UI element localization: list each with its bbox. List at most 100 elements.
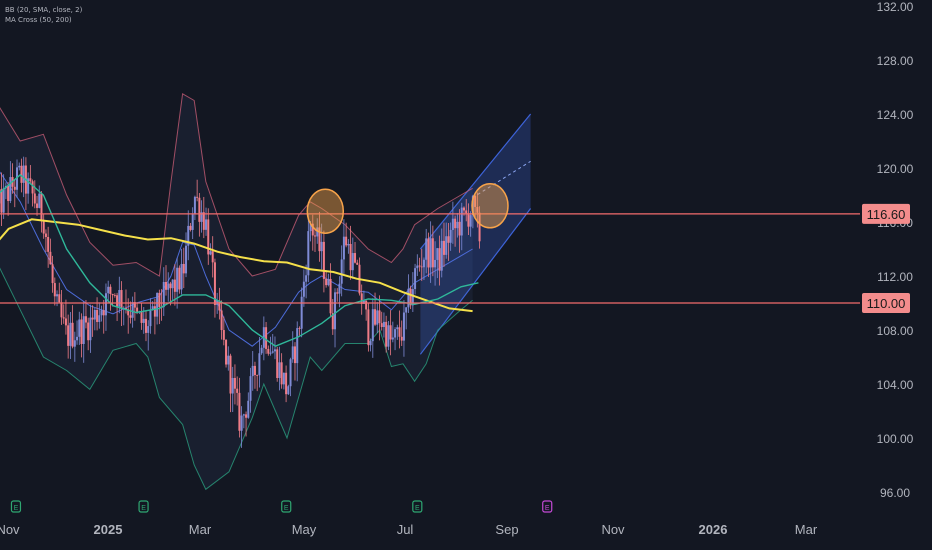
candle <box>227 346 230 371</box>
candle-body <box>409 288 412 306</box>
candle <box>442 222 445 267</box>
candle-body <box>120 290 123 309</box>
candle <box>36 195 39 216</box>
candle <box>229 353 232 413</box>
candle-body <box>469 215 472 227</box>
candle <box>162 267 165 316</box>
candle-body <box>396 327 399 330</box>
candle-body <box>116 295 119 307</box>
candle-body <box>207 219 210 255</box>
time-axis[interactable]: Nov 2025 Mar May Jul Sep Nov 2026 Mar <box>0 522 818 537</box>
candle-body <box>420 266 423 268</box>
highlight-circle[interactable] <box>471 183 509 229</box>
x-tick-label: Mar <box>189 522 212 537</box>
candle-body <box>231 377 234 394</box>
event-marker-label: E <box>284 505 289 512</box>
indicator-legend[interactable]: BB (20, SMA, close, 2) MA Cross (50, 200… <box>5 5 82 25</box>
candle <box>178 265 181 294</box>
candle <box>102 299 105 334</box>
candles <box>0 156 481 448</box>
bb-legend-label[interactable]: BB (20, SMA, close, 2) <box>5 6 83 14</box>
candle-body <box>147 326 150 333</box>
candle <box>100 305 103 322</box>
candle <box>405 306 408 330</box>
candle <box>369 338 372 352</box>
candle-body <box>96 310 99 322</box>
candle <box>144 310 147 342</box>
candle <box>458 209 461 253</box>
candle-body <box>302 281 305 297</box>
candle <box>193 195 196 220</box>
earnings-event-marker[interactable]: E <box>10 500 22 513</box>
candle-body <box>362 300 365 304</box>
candle <box>318 211 321 262</box>
candle-body <box>33 193 36 204</box>
candle <box>429 221 432 283</box>
bb-fill <box>0 93 473 490</box>
candle-body <box>169 283 172 289</box>
candle-body <box>84 316 87 323</box>
candle <box>296 321 299 382</box>
candle-body <box>273 349 276 352</box>
earnings-event-marker[interactable]: E <box>281 500 292 513</box>
earnings-event-marker[interactable]: E <box>138 500 149 513</box>
candle <box>238 377 241 438</box>
candle-body <box>414 268 417 290</box>
candle <box>78 311 81 345</box>
candle <box>400 320 403 346</box>
candle <box>269 336 272 356</box>
price-label-text: 110.00 <box>867 296 906 311</box>
channel-upper-line <box>419 113 532 250</box>
x-tick-label: Nov <box>601 522 625 537</box>
candle-body <box>378 310 381 324</box>
candle-body <box>325 278 328 286</box>
candle <box>331 299 334 335</box>
candle-body <box>293 346 296 364</box>
candle <box>225 338 228 368</box>
candle-body <box>338 283 341 294</box>
highlight-circle[interactable] <box>306 188 345 234</box>
candle <box>9 161 12 204</box>
candle-body <box>242 414 245 416</box>
horizontal-levels[interactable] <box>0 213 860 304</box>
event-marker-label: E <box>141 505 146 512</box>
candle-body <box>318 227 321 252</box>
candle-body <box>249 376 252 401</box>
candle-body <box>193 196 196 214</box>
candle <box>245 411 248 437</box>
candle-body <box>360 293 363 304</box>
y-tick-label: 132.00 <box>877 0 914 14</box>
candle <box>207 208 210 265</box>
earnings-event-marker[interactable]: E <box>412 500 423 513</box>
candle-body <box>60 302 63 318</box>
earnings-event-marker[interactable]: E <box>542 500 553 513</box>
price-label-tag[interactable] <box>862 293 910 313</box>
candle-body <box>287 386 290 395</box>
candle-body <box>365 300 368 310</box>
candle <box>431 225 434 277</box>
price-axis[interactable]: 132.00128.00124.00120.00116.00112.00108.… <box>862 0 914 500</box>
highlight-circles[interactable] <box>306 183 509 234</box>
candle <box>251 351 254 391</box>
x-tick-label: Jul <box>397 522 414 537</box>
candle <box>347 239 350 254</box>
candle-body <box>251 365 254 377</box>
price-label-tag[interactable] <box>862 203 910 224</box>
candle-body <box>189 225 192 230</box>
candle <box>336 288 339 302</box>
candle <box>69 311 72 359</box>
candle-body <box>136 307 139 312</box>
candle-body <box>211 251 214 263</box>
candle <box>29 165 32 184</box>
candle-body <box>460 207 463 236</box>
y-tick-label: 120.00 <box>877 162 914 176</box>
candle <box>153 298 156 335</box>
candle <box>456 213 459 238</box>
ma-cross-legend-label[interactable]: MA Cross (50, 200) <box>5 16 72 24</box>
candle-body <box>442 240 445 255</box>
candle <box>84 299 87 329</box>
candle <box>129 301 132 324</box>
candle-body <box>64 318 67 326</box>
